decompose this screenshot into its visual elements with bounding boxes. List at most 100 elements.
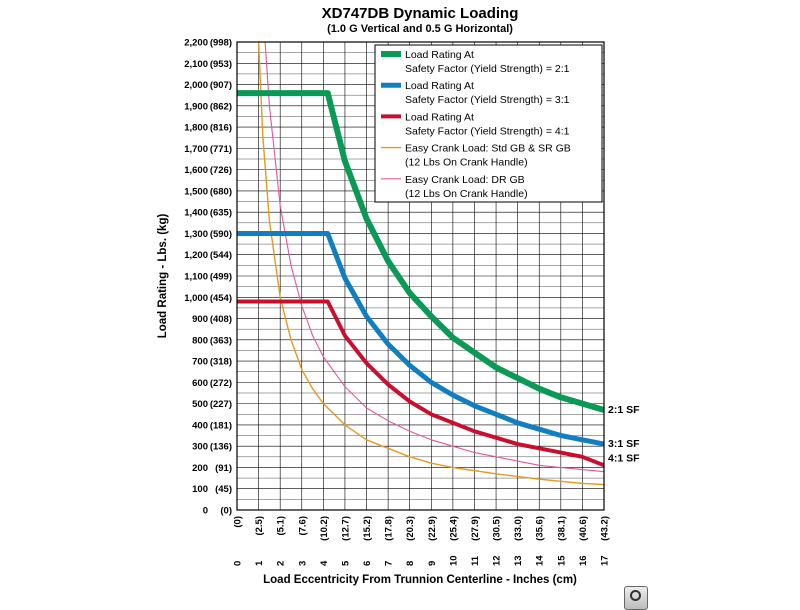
y-tick-label-kg: (272) — [210, 378, 232, 389]
x-tick: (10.2) 4 — [319, 516, 330, 566]
series-lines — [237, 41, 605, 486]
y-tick-label-kg: (136) — [210, 442, 232, 453]
y-tick-label-kg: (635) — [210, 208, 232, 219]
y-tick-label: 1,000 — [184, 293, 208, 304]
x-tick-label-cm: (38.1) — [556, 516, 567, 541]
y-tick-label: 600 — [192, 378, 208, 389]
series-end-labels: 2:1 SF 3:1 SF 4:1 SF — [608, 404, 640, 464]
legend-label: (12 Lbs On Crank Handle) — [405, 188, 528, 200]
x-tick-label: 6 — [362, 561, 373, 566]
x-tick: (33.0) 13 — [513, 516, 524, 566]
series-line — [237, 299, 605, 468]
x-tick: (15.2) 6 — [362, 516, 373, 566]
legend-box — [374, 44, 603, 203]
y-tick-label-kg: (45) — [215, 484, 232, 495]
x-tick-label: 12 — [492, 555, 503, 566]
legend-item: Load Rating At Safety Factor (Yield Stren… — [381, 80, 570, 106]
x-tick-label: 16 — [578, 555, 589, 566]
series-line — [264, 41, 605, 473]
legend: Load Rating At Safety Factor (Yield Stren… — [374, 44, 603, 203]
y-tick-label-kg: (953) — [210, 59, 232, 70]
x-tick: (27.9) 11 — [470, 516, 481, 566]
y-tick-label-kg: (318) — [210, 357, 232, 368]
y-tick-label: 800 — [192, 335, 208, 346]
y-tick-label-kg: (91) — [215, 463, 232, 474]
chart-subtitle: (1.0 G Vertical and 0.5 G Horizontal) — [327, 23, 513, 35]
x-tick-label: 13 — [513, 555, 524, 566]
legend-label: Load Rating At — [405, 111, 474, 123]
x-tick-label-cm: (12.7) — [340, 516, 351, 541]
x-tick-label-cm: (17.8) — [384, 516, 395, 541]
y-tick-label: 200 — [192, 463, 208, 474]
x-tick: (35.6) 14 — [535, 516, 546, 566]
y-tick-label: 700 — [192, 357, 208, 368]
x-tick: (20.3) 8 — [405, 516, 416, 566]
y-tick-label-kg: (680) — [210, 186, 232, 197]
chart-title: XD747DB Dynamic Loading — [322, 5, 519, 22]
x-axis-label: Load Eccentricity From Trunnion Centerli… — [263, 574, 577, 586]
y-tick-label-kg: (590) — [210, 229, 232, 240]
x-tick-label: 10 — [448, 555, 459, 566]
y-tick-label: 1,100 — [184, 272, 208, 283]
y-tick-label-kg: (771) — [210, 144, 232, 155]
y-tick-label: 300 — [192, 442, 208, 453]
x-tick-label-cm: (40.6) — [578, 516, 589, 541]
y-axis-ticks: 0 (0) 100 (45) 200 (91) 300 (136)400 (181)500 (22… — [184, 38, 232, 517]
x-tick-label-cm: (25.4) — [448, 516, 459, 541]
x-tick: (12.7) 5 — [340, 516, 351, 566]
magnifier-icon — [630, 590, 641, 601]
y-tick-label-kg: (862) — [210, 101, 232, 112]
y-tick-label: 1,700 — [184, 144, 208, 155]
y-tick-label-kg: (0) — [220, 506, 232, 517]
y-tick-label: 1,500 — [184, 186, 208, 197]
x-tick-label-cm: (20.3) — [405, 516, 416, 541]
y-tick-label: 1,600 — [184, 165, 208, 176]
x-tick-label-cm: (22.9) — [427, 516, 438, 541]
y-tick-label: 500 — [192, 399, 208, 410]
x-tick-label-cm: (15.2) — [362, 516, 373, 541]
x-tick-label: 7 — [384, 561, 395, 566]
series-line — [237, 231, 605, 447]
y-tick-label-kg: (408) — [210, 314, 232, 325]
x-tick-label-cm: (2.5) — [254, 516, 265, 536]
y-tick-label: 1,300 — [184, 229, 208, 240]
y-tick-label-kg: (454) — [210, 293, 232, 304]
legend-label: Safety Factor (Yield Strength) = 3:1 — [405, 94, 570, 106]
y-tick-label-kg: (726) — [210, 165, 232, 176]
legend-label: Load Rating At — [405, 49, 474, 61]
x-tick: (2.5) 1 — [254, 516, 265, 566]
x-tick: (43.2) 17 — [600, 516, 611, 566]
x-tick-label-cm: (0) — [233, 516, 244, 528]
y-axis-label: Load Rating - Lbs. (kg) — [157, 214, 169, 339]
y-tick-label: 2,200 — [184, 38, 208, 49]
x-tick-label: 17 — [600, 555, 611, 566]
x-tick: (40.6) 16 — [578, 516, 589, 566]
x-tick-label: 8 — [405, 561, 416, 566]
x-axis-ticks: (0) 0 (2.5) 1 (5.1) 2 (7.6) 3 (10.2) 4 (12.7) 5 (15.… — [233, 516, 611, 566]
x-tick: (17.8) 7 — [384, 516, 395, 566]
x-tick-label-cm: (33.0) — [513, 516, 524, 541]
legend-label: Easy Crank Load: DR GB — [405, 174, 525, 186]
zoom-button[interactable] — [624, 586, 648, 610]
x-tick-label: 1 — [254, 560, 265, 566]
x-tick: (38.1) 15 — [556, 516, 567, 566]
series-end-label: 4:1 SF — [608, 452, 640, 464]
series-end-label: 2:1 SF — [608, 404, 640, 416]
y-tick-label-kg: (816) — [210, 123, 232, 134]
y-tick-label: 400 — [192, 420, 208, 431]
series-end-label: 3:1 SF — [608, 438, 640, 450]
x-tick-label-cm: (5.1) — [276, 516, 287, 536]
x-tick-label-cm: (30.5) — [492, 516, 503, 541]
legend-label: Safety Factor (Yield Strength) = 2:1 — [405, 63, 570, 75]
y-tick-label: 1,400 — [184, 208, 208, 219]
y-tick-label-kg: (544) — [210, 250, 232, 261]
x-tick-label-cm: (7.6) — [297, 516, 308, 536]
y-tick-label: 900 — [192, 314, 208, 325]
y-tick-label-kg: (181) — [210, 420, 232, 431]
x-tick: (0) 0 — [233, 516, 244, 566]
y-tick-label: 100 — [192, 484, 208, 495]
x-tick-label-cm: (43.2) — [600, 516, 611, 541]
series-line — [237, 90, 605, 413]
y-tick-label-kg: (499) — [210, 272, 232, 283]
